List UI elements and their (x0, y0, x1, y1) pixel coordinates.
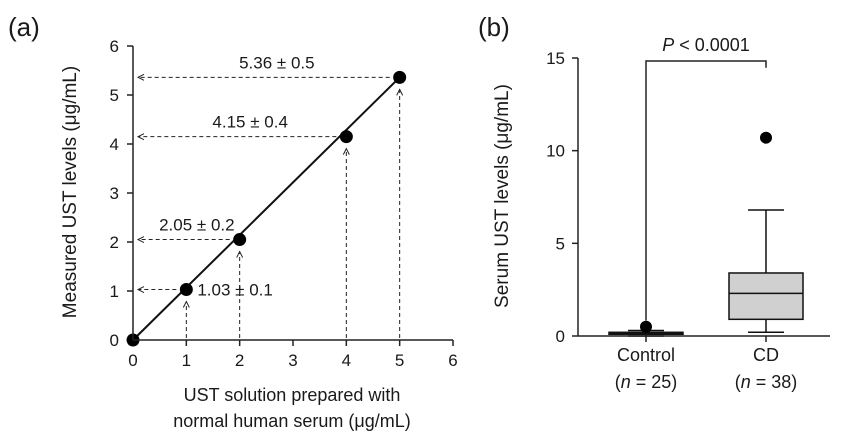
significance-label: P < 0.0001 (662, 35, 750, 55)
x-tick-label: 1 (182, 351, 191, 370)
x-tick-label: 3 (288, 351, 297, 370)
y-tick-label: 15 (546, 49, 565, 68)
y-tick-label: 10 (546, 142, 565, 161)
y-tick-label: 5 (110, 86, 119, 105)
panel-a-label: (a) (8, 12, 40, 42)
outlier-point (640, 320, 652, 333)
outlier-point (760, 131, 772, 144)
panel-a-guides (138, 77, 400, 338)
panel-b: (b) Serum UST levels (μg/mL) 0 5 10 15 P < … (478, 12, 830, 392)
point-annotation: 4.15 ± 0.4 (212, 113, 288, 132)
panel-b-boxes (608, 131, 804, 337)
panel-a-annotations: 1.03 ± 0.1 2.05 ± 0.2 4.15 ± 0.4 5.36 ± 0.5 (159, 53, 315, 299)
x-tick-label: 2 (235, 351, 244, 370)
group-n-control: (n = 25) (615, 372, 678, 392)
box-iqr (728, 272, 804, 321)
panel-b-y-axis-label: Serum UST levels (μg/mL) (492, 84, 513, 308)
data-point (393, 70, 407, 84)
data-point (179, 283, 193, 297)
panel-a: (a) Measured UST levels (μg/mL) UST solu… (8, 12, 458, 431)
x-tick-label: 4 (342, 351, 351, 370)
y-tick-label: 0 (110, 331, 119, 350)
significance-bracket (645, 60, 767, 321)
point-annotation: 1.03 ± 0.1 (197, 281, 272, 300)
data-point (233, 233, 247, 247)
y-tick-label: 6 (110, 37, 119, 56)
group-label-cd: CD (753, 345, 779, 365)
panel-a-x-axis-label-line1: UST solution prepared with (184, 385, 401, 405)
significance-value: < 0.0001 (674, 35, 750, 55)
significance-p: P (662, 35, 674, 55)
x-tick-label: 5 (395, 351, 404, 370)
data-point (339, 130, 353, 144)
x-tick-label: 6 (448, 351, 457, 370)
y-tick-label: 3 (110, 184, 119, 203)
y-tick-label: 1 (110, 282, 119, 301)
x-tick-label: 0 (128, 351, 137, 370)
panel-b-label: (b) (478, 12, 510, 42)
panel-b-ticks: 0 5 10 15 (546, 49, 767, 346)
panel-a-y-axis-label: Measured UST levels (μg/mL) (60, 66, 81, 318)
panel-b-x-labels: Control CD (n = 25) (n = 38) (615, 345, 798, 392)
y-tick-label: 5 (556, 234, 565, 253)
y-tick-label: 4 (110, 135, 119, 154)
group-n-cd: (n = 38) (735, 372, 798, 392)
point-annotation: 5.36 ± 0.5 (239, 53, 315, 72)
y-tick-label: 0 (556, 327, 565, 346)
y-tick-label: 2 (110, 233, 119, 252)
panel-a-x-axis-label-line2: normal human serum (μg/mL) (173, 411, 410, 431)
group-label-control: Control (617, 345, 675, 365)
panel-a-fit-line (132, 76, 401, 341)
panel-b-significance: P < 0.0001 (645, 35, 767, 321)
panel-a-ticks: 0 1 2 3 4 5 6 0 1 2 3 4 5 6 (110, 37, 458, 370)
fit-line (132, 76, 401, 341)
panel-a-points (126, 70, 407, 347)
point-annotation: 2.05 ± 0.2 (159, 216, 235, 235)
